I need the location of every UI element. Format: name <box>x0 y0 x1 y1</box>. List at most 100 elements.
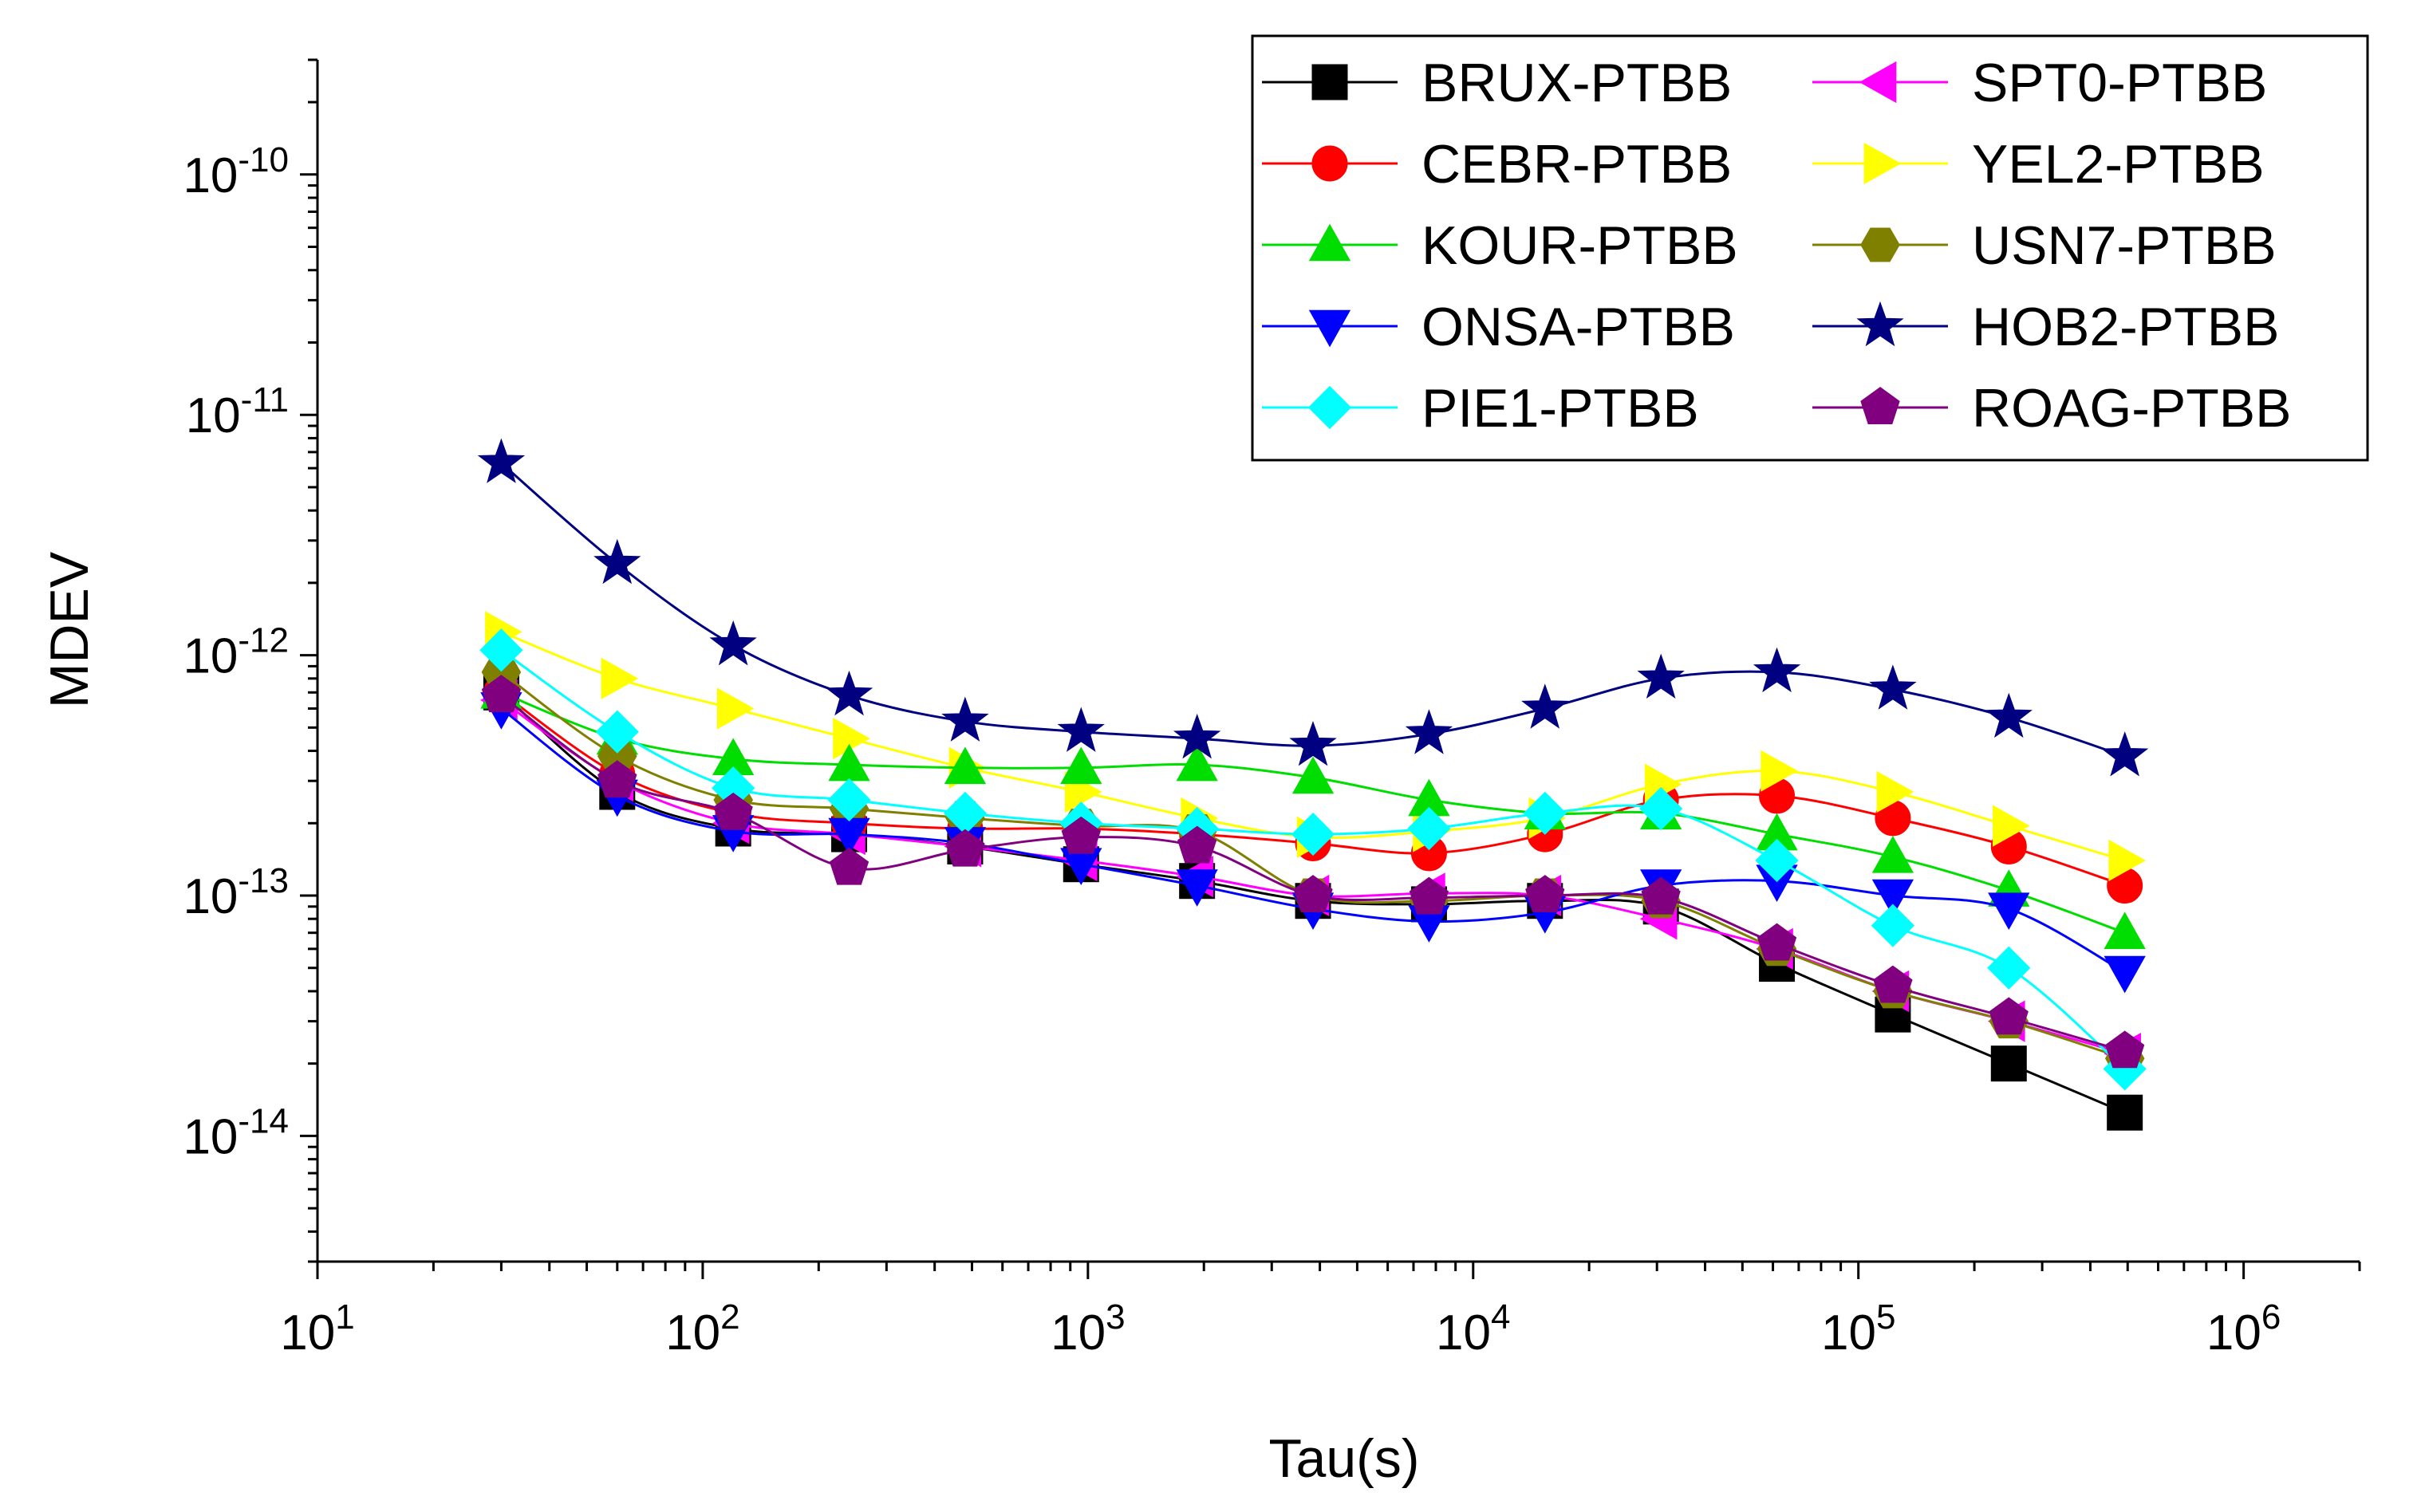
data-point-roag-ptbb-14 <box>2105 1030 2145 1069</box>
data-point-yel2-ptbb-1 <box>601 657 639 699</box>
data-point-roag-ptbb-7 <box>1293 875 1333 912</box>
data-point-hob2-ptbb-10 <box>1637 653 1685 699</box>
x-tick-label: 106 <box>2206 1297 2281 1360</box>
legend-label-brux-ptbb: BRUX-PTBB <box>1421 53 1732 113</box>
data-point-hob2-ptbb-8 <box>1405 709 1453 754</box>
legend-marker-yel2-ptbb <box>1863 142 1902 185</box>
legend-item-yel2-ptbb: YEL2-PTBB <box>1812 134 2265 195</box>
legend-marker-cebr-ptbb <box>1311 145 1348 182</box>
series-hob2-ptbb <box>477 438 2149 777</box>
data-point-pie1-ptbb-8 <box>1407 806 1451 851</box>
legend-item-usn7-ptbb: USN7-PTBB <box>1812 215 2277 276</box>
y-tick-label: 10-10 <box>183 140 289 203</box>
data-point-roag-ptbb-12 <box>1873 965 1913 1003</box>
data-point-brux-ptbb-14 <box>2107 1094 2143 1131</box>
data-point-pie1-ptbb-1 <box>595 710 639 754</box>
legend-label-usn7-ptbb: USN7-PTBB <box>1972 215 2277 276</box>
legend-label-yel2-ptbb: YEL2-PTBB <box>1972 134 2265 195</box>
data-point-hob2-ptbb-7 <box>1289 721 1337 766</box>
data-point-pie1-ptbb-11 <box>1755 838 1799 883</box>
legend-item-hob2-ptbb: HOB2-PTBB <box>1812 297 2279 357</box>
legend-box <box>1251 34 2369 462</box>
data-point-pie1-ptbb-9 <box>1523 791 1567 835</box>
y-tick-label: 10-12 <box>183 621 289 684</box>
y-tick-label: 10-14 <box>183 1101 289 1164</box>
data-point-roag-ptbb-4 <box>945 829 985 867</box>
data-point-onsa-ptbb-6 <box>1176 869 1218 907</box>
data-point-hob2-ptbb-0 <box>477 438 526 483</box>
legend-item-cebr-ptbb: CEBR-PTBB <box>1262 134 1732 195</box>
data-point-hob2-ptbb-1 <box>593 538 641 585</box>
data-point-onsa-ptbb-13 <box>1988 892 2030 931</box>
data-point-pie1-ptbb-3 <box>827 778 871 822</box>
x-tick-label: 104 <box>1436 1297 1510 1360</box>
legend-label-onsa-ptbb: ONSA-PTBB <box>1421 297 1735 357</box>
legend-label-hob2-ptbb: HOB2-PTBB <box>1972 297 2279 357</box>
legend-item-roag-ptbb: ROAG-PTBB <box>1812 378 2292 439</box>
legend-label-spt0-ptbb: SPT0-PTBB <box>1972 53 2267 113</box>
data-point-pie1-ptbb-10 <box>1639 786 1683 831</box>
data-point-yel2-ptbb-14 <box>2108 839 2146 882</box>
data-point-hob2-ptbb-6 <box>1173 713 1221 759</box>
data-point-hob2-ptbb-11 <box>1753 647 1801 693</box>
data-point-kour-ptbb-14 <box>2104 912 2146 949</box>
legend-label-cebr-ptbb: CEBR-PTBB <box>1421 134 1732 195</box>
data-point-hob2-ptbb-12 <box>1869 664 1917 710</box>
data-point-pie1-ptbb-13 <box>1987 946 2031 990</box>
data-point-hob2-ptbb-9 <box>1521 683 1569 729</box>
data-point-roag-ptbb-6 <box>1177 825 1217 864</box>
y-tick-label: 10-13 <box>183 861 289 924</box>
legend-label-roag-ptbb: ROAG-PTBB <box>1972 378 2292 439</box>
data-point-kour-ptbb-4 <box>944 746 987 785</box>
data-point-hob2-ptbb-2 <box>709 620 757 666</box>
data-point-hob2-ptbb-13 <box>1985 692 2033 738</box>
data-point-kour-ptbb-12 <box>1871 836 1914 873</box>
data-point-onsa-ptbb-12 <box>1871 879 1914 917</box>
y-axis-title: MDEV <box>39 551 100 708</box>
data-point-roag-ptbb-9 <box>1525 875 1565 912</box>
x-tick-label: 102 <box>665 1297 739 1360</box>
x-axis-title: Tau(s) <box>1269 1428 1420 1489</box>
data-point-kour-ptbb-5 <box>1060 746 1102 785</box>
data-point-pie1-ptbb-12 <box>1871 904 1915 947</box>
data-point-roag-ptbb-10 <box>1641 876 1681 915</box>
x-tick-label: 103 <box>1051 1297 1125 1360</box>
data-point-roag-ptbb-2 <box>713 792 753 830</box>
data-point-roag-ptbb-0 <box>481 675 522 713</box>
legend-label-pie1-ptbb: PIE1-PTBB <box>1421 378 1699 439</box>
y-tick-label: 10-11 <box>186 380 289 443</box>
data-point-brux-ptbb-13 <box>1990 1045 2027 1082</box>
legend-item-spt0-ptbb: SPT0-PTBB <box>1812 53 2267 113</box>
series-layer <box>477 438 2149 1131</box>
data-point-pie1-ptbb-7 <box>1291 812 1335 856</box>
x-tick-label: 105 <box>1821 1297 1895 1360</box>
data-point-kour-ptbb-7 <box>1291 756 1335 794</box>
data-point-pie1-ptbb-0 <box>479 628 523 672</box>
axis-labels: Tau(s) MDEV <box>39 551 1419 1489</box>
legend-item-kour-ptbb: KOUR-PTBB <box>1262 215 1738 276</box>
legend-marker-roag-ptbb <box>1860 387 1900 424</box>
legend-marker-usn7-ptbb <box>1860 227 1900 262</box>
data-point-yel2-ptbb-2 <box>716 687 755 730</box>
data-point-roag-ptbb-13 <box>1989 997 2029 1035</box>
legend-marker-spt0-ptbb <box>1859 61 1897 104</box>
data-point-yel2-ptbb-12 <box>1876 770 1914 813</box>
legend-marker-hob2-ptbb <box>1856 301 1904 347</box>
data-point-hob2-ptbb-14 <box>2100 731 2149 777</box>
x-tick-label: 101 <box>280 1297 354 1360</box>
legend: BRUX-PTBB SPT0-PTBB CEBR-PTBB YEL2-PTBB KOUR… <box>1251 34 2369 462</box>
series-roag-ptbb <box>481 675 2145 1069</box>
data-point-hob2-ptbb-3 <box>825 670 873 716</box>
data-point-onsa-ptbb-14 <box>2104 955 2146 994</box>
legend-marker-pie1-ptbb <box>1307 385 1352 430</box>
data-point-hob2-ptbb-5 <box>1057 707 1105 752</box>
data-point-yel2-ptbb-11 <box>1761 750 1798 792</box>
data-point-roag-ptbb-5 <box>1061 816 1101 854</box>
legend-marker-brux-ptbb <box>1311 64 1348 100</box>
data-point-kour-ptbb-6 <box>1176 743 1218 782</box>
legend-marker-onsa-ptbb <box>1308 309 1351 348</box>
data-point-roag-ptbb-11 <box>1757 923 1797 961</box>
legend-item-brux-ptbb: BRUX-PTBB <box>1262 53 1732 113</box>
data-point-hob2-ptbb-4 <box>941 696 989 742</box>
